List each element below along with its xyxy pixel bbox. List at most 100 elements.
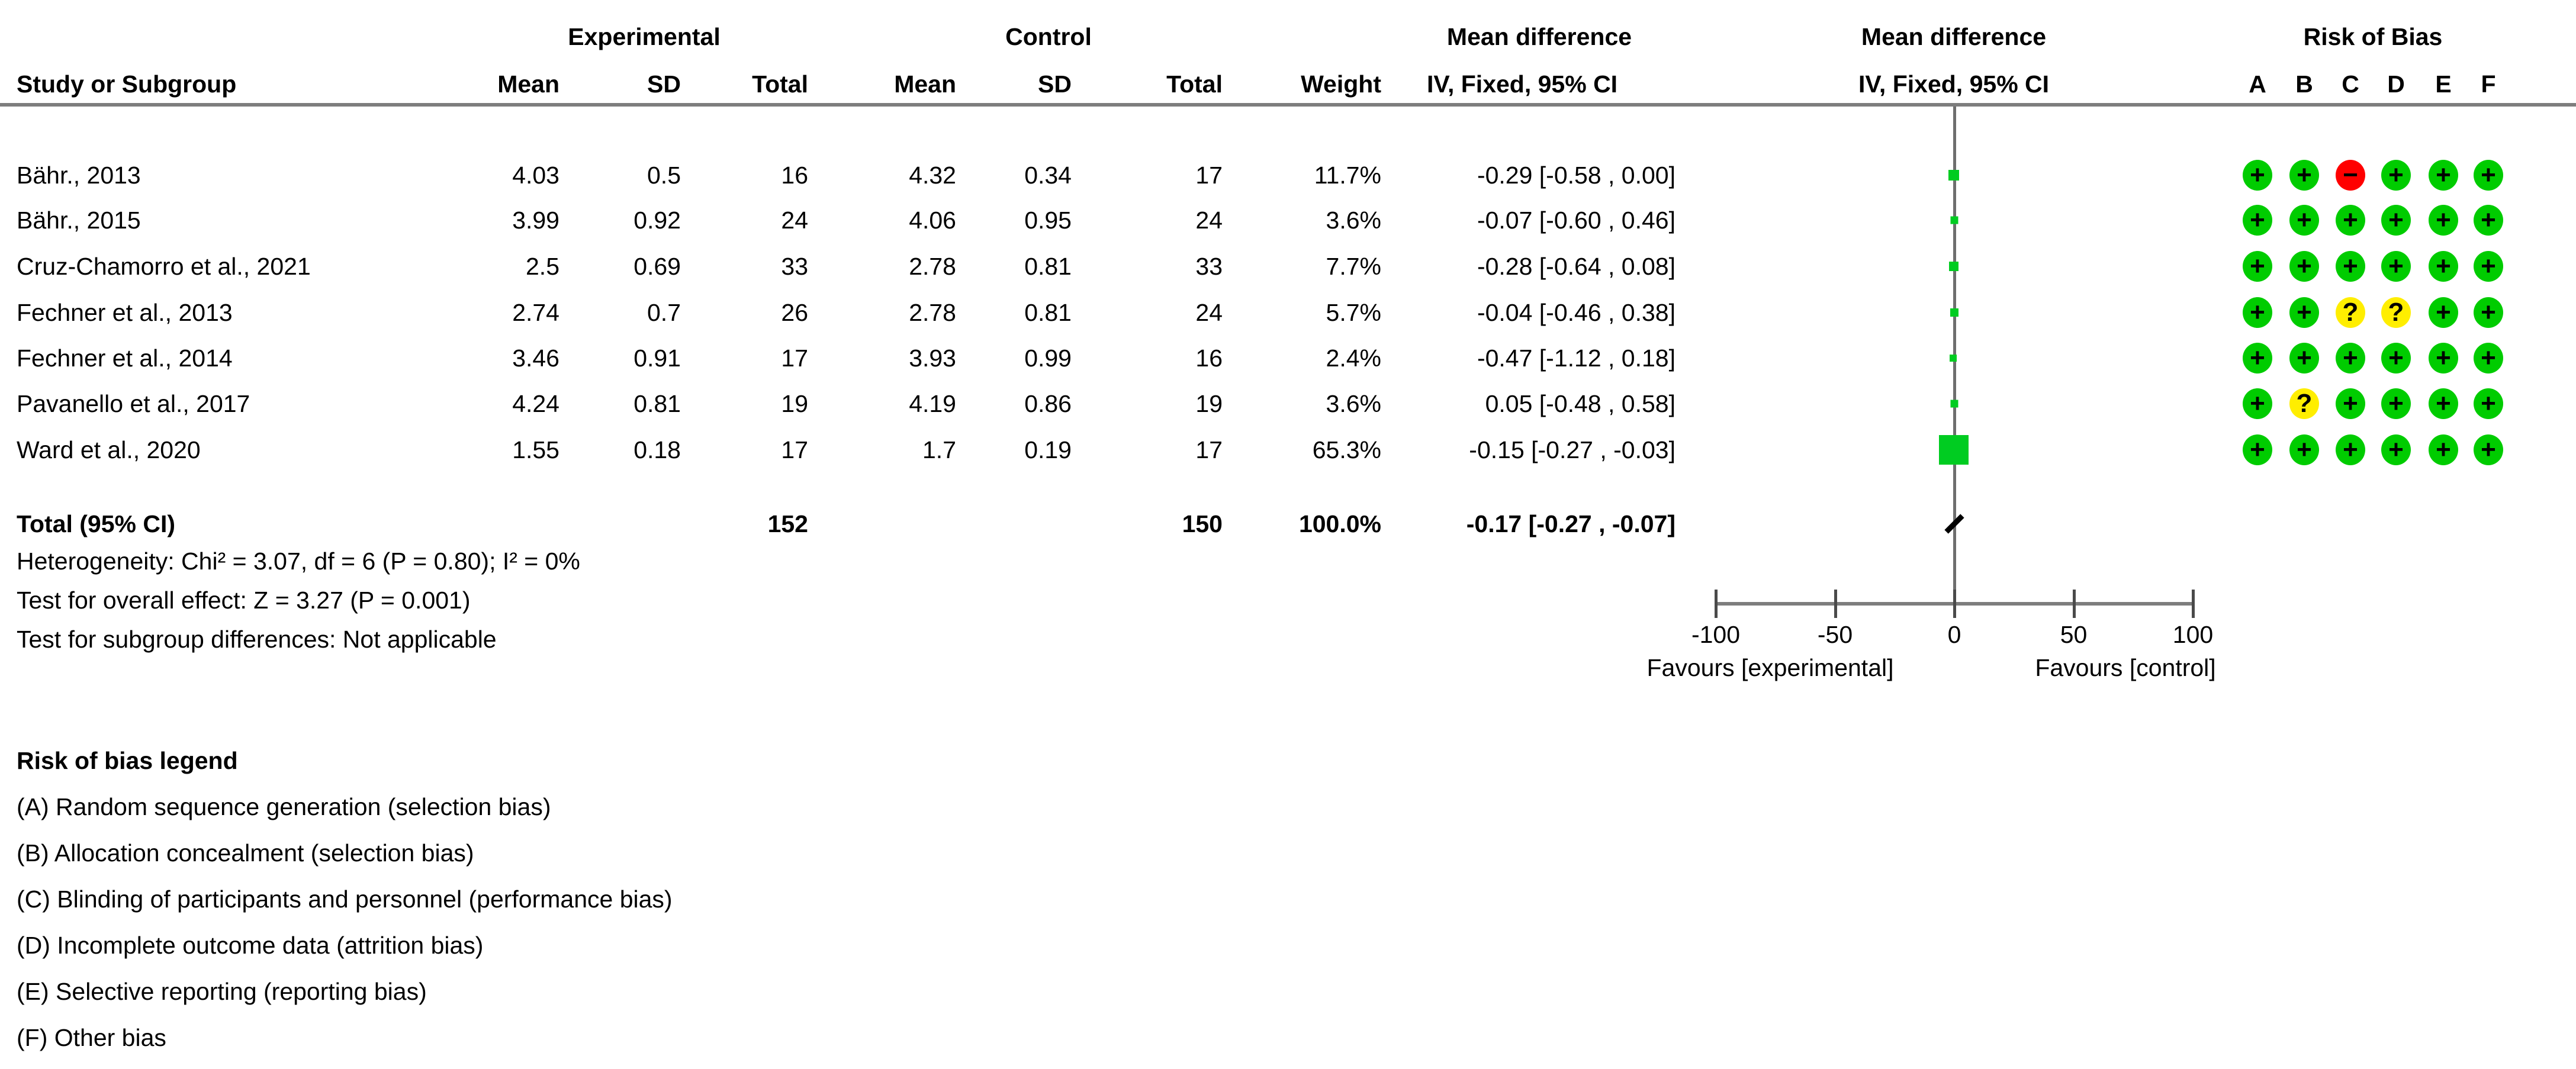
- low-risk-plus-icon: +: [2474, 205, 2503, 236]
- rob-legend-item: (D) Incomplete outcome data (attrition b…: [17, 932, 484, 959]
- study-name: Fechner et al., 2014: [17, 344, 233, 372]
- weight-cell: 5.7%: [1326, 299, 1381, 326]
- total-ctrl-n: 150: [1182, 510, 1223, 537]
- axis-tick: [1953, 590, 1956, 618]
- low-risk-plus-icon: +: [2381, 251, 2411, 282]
- exp-mean-cell: 3.99: [512, 207, 559, 234]
- low-risk-plus-icon: +: [2381, 343, 2411, 373]
- low-risk-plus-icon: +: [2381, 434, 2411, 465]
- ctrl-sd-cell: 0.34: [1024, 162, 1072, 189]
- ctrl-sd-cell: 0.81: [1024, 299, 1072, 326]
- low-risk-plus-icon: +: [2381, 388, 2411, 419]
- ctrl-sd-cell: 0.81: [1024, 253, 1072, 280]
- ci-cell: -0.28 [-0.64 , 0.08]: [1477, 253, 1675, 280]
- exp-total-cell: 19: [781, 390, 808, 417]
- low-risk-plus-icon: +: [2289, 205, 2319, 236]
- rob-legend-item: (E) Selective reporting (reporting bias): [17, 978, 427, 1005]
- rob-column-letter: C: [2342, 70, 2359, 98]
- axis-tick-label: 50: [2060, 621, 2088, 648]
- weight-cell: 7.7%: [1326, 253, 1381, 280]
- low-risk-plus-icon: +: [2429, 434, 2458, 465]
- weight-cell: 3.6%: [1326, 207, 1381, 234]
- unclear-risk-question-icon: ?: [2289, 388, 2319, 419]
- md-plot-header: Mean difference: [1861, 23, 2047, 50]
- exp-sd-cell: 0.7: [647, 299, 681, 326]
- exp-mean-header: Mean: [497, 70, 559, 98]
- low-risk-plus-icon: +: [2289, 343, 2319, 373]
- rob-legend-item: (F) Other bias: [17, 1024, 166, 1051]
- subgroup-line: Test for subgroup differences: Not appli…: [17, 626, 497, 653]
- effect-size-marker: [1950, 308, 1958, 317]
- axis-tick-label: -100: [1691, 621, 1741, 648]
- rob-column-letter: E: [2435, 70, 2452, 98]
- ctrl-mean-header: Mean: [894, 70, 956, 98]
- exp-total-cell: 17: [781, 436, 808, 463]
- exp-mean-cell: 4.24: [512, 390, 559, 417]
- exp-mean-cell: 3.46: [512, 344, 559, 372]
- exp-mean-cell: 4.03: [512, 162, 559, 189]
- low-risk-plus-icon: +: [2336, 388, 2365, 419]
- overall-effect-line: Test for overall effect: Z = 3.27 (P = 0…: [17, 587, 471, 614]
- study-name: Pavanello et al., 2017: [17, 390, 250, 417]
- md-table-header: Mean difference: [1446, 23, 1632, 50]
- low-risk-plus-icon: +: [2429, 160, 2458, 191]
- effect-size-marker: [1948, 262, 1958, 271]
- study-column-header: Study or Subgroup: [17, 70, 237, 98]
- low-risk-plus-icon: +: [2243, 297, 2272, 328]
- axis-tick: [2072, 590, 2076, 618]
- exp-mean-cell: 1.55: [512, 436, 559, 463]
- exp-total-cell: 24: [781, 207, 808, 234]
- unclear-risk-question-icon: ?: [2336, 297, 2365, 328]
- exp-sd-cell: 0.91: [633, 344, 681, 372]
- ctrl-total-cell: 33: [1195, 253, 1223, 280]
- effect-size-marker: [1948, 170, 1959, 181]
- ctrl-sd-cell: 0.99: [1024, 344, 1072, 372]
- md-table-subheader: IV, Fixed, 95% CI: [1427, 70, 1618, 98]
- rob-legend-title: Risk of bias legend: [17, 747, 238, 774]
- low-risk-plus-icon: +: [2336, 343, 2365, 373]
- low-risk-plus-icon: +: [2289, 251, 2319, 282]
- high-risk-minus-icon: −: [2336, 160, 2365, 191]
- low-risk-plus-icon: +: [2243, 388, 2272, 419]
- effect-size-marker: [1950, 216, 1958, 224]
- ctrl-sd-cell: 0.19: [1024, 436, 1072, 463]
- rob-legend-item: (B) Allocation concealment (selection bi…: [17, 839, 474, 867]
- header-separator-line: [0, 103, 2576, 107]
- exp-sd-cell: 0.5: [647, 162, 681, 189]
- exp-sd-cell: 0.81: [633, 390, 681, 417]
- weight-cell: 65.3%: [1312, 436, 1381, 463]
- low-risk-plus-icon: +: [2429, 343, 2458, 373]
- exp-mean-cell: 2.5: [526, 253, 559, 280]
- low-risk-plus-icon: +: [2243, 251, 2272, 282]
- exp-sd-cell: 0.18: [633, 436, 681, 463]
- axis-tick: [1715, 590, 1718, 618]
- low-risk-plus-icon: +: [2289, 434, 2319, 465]
- rob-column-letter: B: [2295, 70, 2313, 98]
- weight-cell: 2.4%: [1326, 344, 1381, 372]
- study-name: Ward et al., 2020: [17, 436, 201, 463]
- low-risk-plus-icon: +: [2243, 434, 2272, 465]
- axis-tick-label: -50: [1817, 621, 1853, 648]
- low-risk-plus-icon: +: [2474, 160, 2503, 191]
- weight-header: Weight: [1301, 70, 1381, 98]
- low-risk-plus-icon: +: [2381, 205, 2411, 236]
- total-row-label: Total (95% CI): [17, 510, 176, 537]
- ci-cell: -0.07 [-0.60 , 0.46]: [1477, 207, 1675, 234]
- ctrl-total-cell: 19: [1195, 390, 1223, 417]
- ci-cell: -0.15 [-0.27 , -0.03]: [1469, 436, 1675, 463]
- low-risk-plus-icon: +: [2429, 205, 2458, 236]
- exp-sd-cell: 0.69: [633, 253, 681, 280]
- ctrl-total-cell: 17: [1195, 436, 1223, 463]
- low-risk-plus-icon: +: [2381, 160, 2411, 191]
- ctrl-total-header: Total: [1166, 70, 1223, 98]
- study-name: Cruz-Chamorro et al., 2021: [17, 253, 311, 280]
- exp-sd-header: SD: [647, 70, 681, 98]
- low-risk-plus-icon: +: [2336, 251, 2365, 282]
- low-risk-plus-icon: +: [2429, 388, 2458, 419]
- ci-cell: 0.05 [-0.48 , 0.58]: [1485, 390, 1675, 417]
- low-risk-plus-icon: +: [2429, 297, 2458, 328]
- effect-size-marker: [1950, 400, 1958, 408]
- favours-right-label: Favours [control]: [2035, 654, 2216, 681]
- low-risk-plus-icon: +: [2474, 343, 2503, 373]
